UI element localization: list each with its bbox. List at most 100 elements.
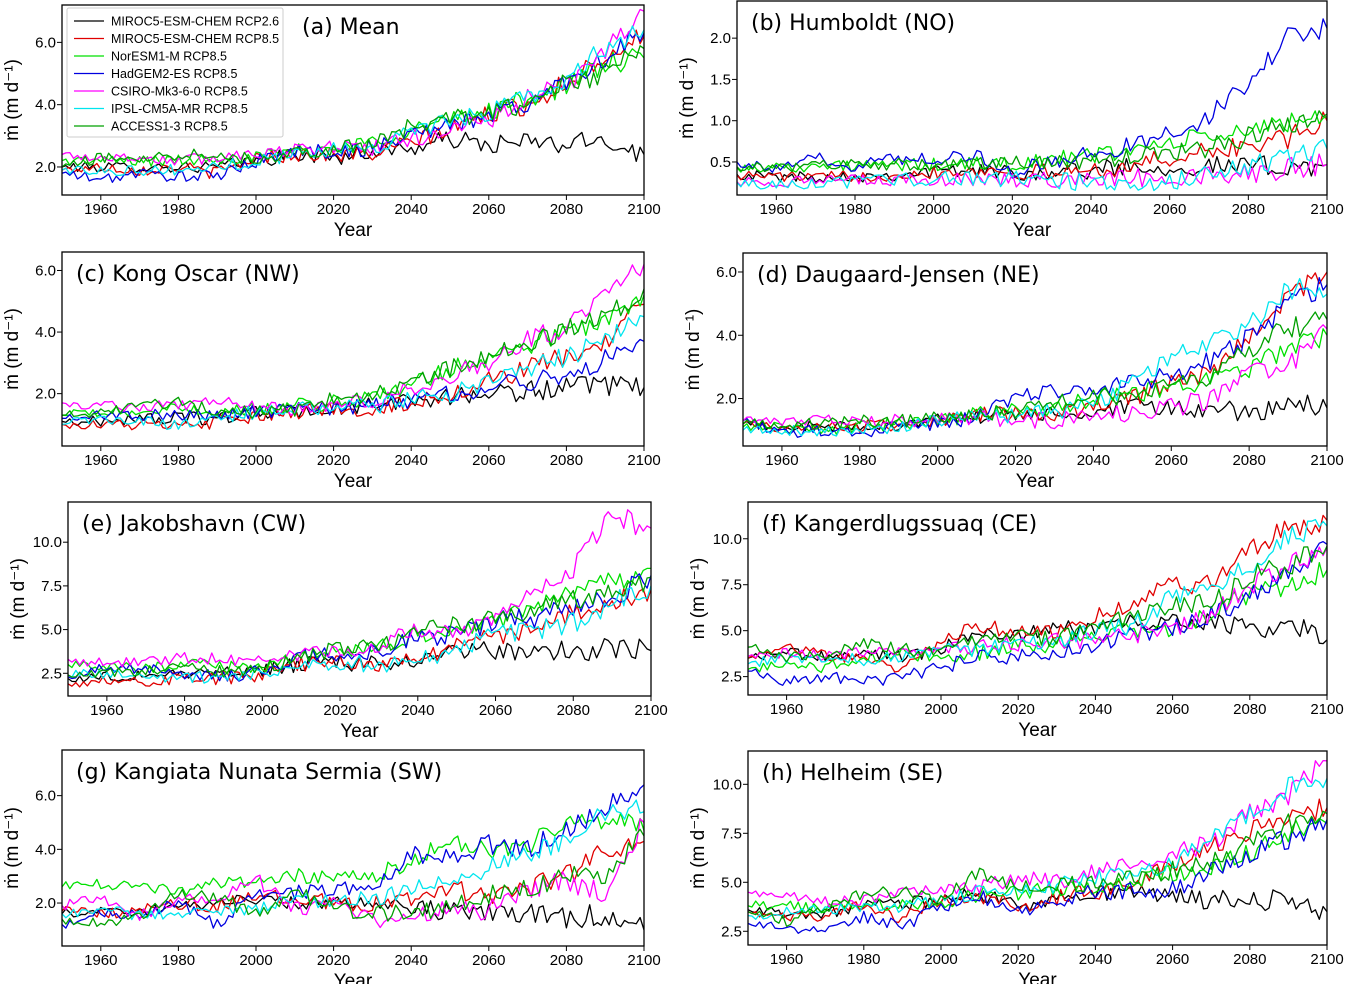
plot-frame [747,750,1328,946]
y-tick-label: 4.0 [35,841,56,858]
y-tick-label: 2.0 [35,895,56,912]
y-tick-label: 2.0 [710,30,731,47]
x-tick-label: 1980 [838,201,871,218]
x-tick-label: 1980 [847,951,880,968]
series-line-miroc5-esm-chem-rcp2-6 [748,613,1327,663]
x-tick-label: 2000 [239,452,272,469]
x-tick-label: 2020 [999,452,1032,469]
series-line-noresm1-m-rcp8-5 [62,812,644,896]
x-axis-label: Year [1018,720,1057,741]
x-tick-label: 2080 [1232,201,1265,218]
series-line-access1-3-rcp8-5 [748,810,1327,927]
x-axis-label: Year [340,721,379,742]
x-tick-label: 1980 [168,702,201,719]
x-tick-label: 1960 [90,702,123,719]
x-tick-label: 2080 [1233,951,1266,968]
series-group [62,784,644,931]
series-line-hadgem2-es-rcp8-5 [748,540,1327,686]
series-group [62,264,644,431]
x-tick-label: 1980 [843,452,876,469]
y-tick-label: 2.5 [721,669,742,686]
x-tick-label: 2060 [472,452,505,469]
y-tick-label: 4.0 [35,97,56,114]
series-group [737,18,1327,192]
series-line-miroc5-esm-chem-rcp8-5 [62,303,644,431]
series-group [68,509,651,688]
series-line-ipsl-cm5a-mr-rcp8-5 [68,585,651,684]
y-tick-label: 2.0 [716,391,737,408]
legend-box [66,7,284,138]
legend: MIROC5-ESM-CHEM RCP2.6 MIROC5-ESM-CHEM RC… [66,7,284,138]
x-tick-label: 2060 [479,702,512,719]
series-line-hadgem2-es-rcp8-5 [737,18,1327,179]
y-tick-label: 1.5 [710,71,731,88]
x-tick-label: 1960 [84,452,117,469]
x-axis-label: Year [334,220,373,241]
series-line-access1-3-rcp8-5 [737,110,1327,173]
series-line-csiro-mk3-6-0-rcp8-5 [748,759,1327,908]
panel-title: (d) Daugaard-Jensen (NE) [757,263,1040,288]
panel-title: (g) Kangiata Nunata Sermia (SW) [76,760,442,785]
y-axis-label: ṁ (m d⁻¹) [677,57,698,139]
series-line-ipsl-cm5a-mr-rcp8-5 [748,776,1327,920]
plot-frame [67,501,652,697]
panel-d: 1960 1980 2000 2020 2040 2060 2080 2100 2.0 4.0 6.… [683,252,1344,492]
series-line-miroc5-esm-chem-rcp2-6 [743,394,1327,433]
x-tick-label: 2100 [627,201,660,218]
panel-b: 1960 1980 2000 2020 2040 2060 2080 2100 0.5 1.0 1.… [677,0,1344,241]
plot-frame [61,749,645,947]
panel-title: (c) Kong Oscar (NW) [76,262,300,287]
x-tick-label: 2060 [1153,201,1186,218]
y-tick-label: 6.0 [35,34,56,51]
series-line-ipsl-cm5a-mr-rcp8-5 [62,314,644,431]
x-tick-label: 2040 [1074,201,1107,218]
y-tick-label: 4.0 [716,327,737,344]
x-tick-label: 2000 [924,701,957,718]
x-tick-label: 2100 [627,452,660,469]
series-line-access1-3-rcp8-5 [68,575,651,678]
x-tick-label: 2100 [634,702,667,719]
x-tick-label: 2040 [395,201,428,218]
series-group [748,759,1327,934]
series-line-access1-3-rcp8-5 [62,288,644,419]
plot-frame [747,501,1328,696]
y-axis-label: ṁ (m d⁻¹) [2,807,23,889]
series-line-noresm1-m-rcp8-5 [737,110,1327,173]
y-axis-label: ṁ (m d⁻¹) [8,558,29,640]
x-axis-label: Year [1018,970,1057,984]
x-tick-label: 1980 [162,452,195,469]
x-tick-label: 2060 [1155,452,1188,469]
x-axis-label: Year [1013,220,1052,241]
y-tick-label: 6.0 [35,262,56,279]
plot-frame [736,0,1328,196]
series-line-miroc5-esm-chem-rcp2-6 [62,375,644,427]
x-tick-label: 2040 [1079,951,1112,968]
legend-entry: HadGEM2-ES RCP8.5 [111,67,237,81]
x-tick-label: 2000 [921,452,954,469]
panel-f: 1960 1980 2000 2020 2040 2060 2080 2100 2.5 5.0 7.… [688,501,1344,741]
series-line-access1-3-rcp8-5 [743,311,1327,430]
y-tick-label: 10.0 [713,776,742,793]
series-line-access1-3-rcp8-5 [62,45,644,168]
x-tick-label: 2020 [317,201,350,218]
x-tick-label: 2060 [472,952,505,969]
y-tick-label: 10.0 [713,531,742,548]
x-tick-label: 2100 [1310,701,1343,718]
y-axis-label: ṁ (m d⁻¹) [2,59,23,141]
x-tick-label: 2020 [1002,951,1035,968]
y-tick-label: 7.5 [41,578,62,595]
x-tick-label: 2040 [1079,701,1112,718]
x-tick-label: 2020 [317,452,350,469]
series-line-ipsl-cm5a-mr-rcp8-5 [62,799,644,921]
legend-entry: MIROC5-ESM-CHEM RCP8.5 [111,32,279,46]
series-line-csiro-mk3-6-0-rcp8-5 [737,153,1327,188]
x-tick-label: 1960 [84,952,117,969]
y-tick-label: 10.0 [33,534,62,551]
y-tick-label: 2.0 [35,386,56,403]
series-line-miroc5-esm-chem-rcp8-5 [62,29,644,180]
series-line-noresm1-m-rcp8-5 [68,567,651,676]
x-tick-label: 2000 [924,951,957,968]
x-tick-label: 2000 [246,702,279,719]
panel-title: (h) Helheim (SE) [762,761,943,786]
series-line-noresm1-m-rcp8-5 [748,817,1327,915]
